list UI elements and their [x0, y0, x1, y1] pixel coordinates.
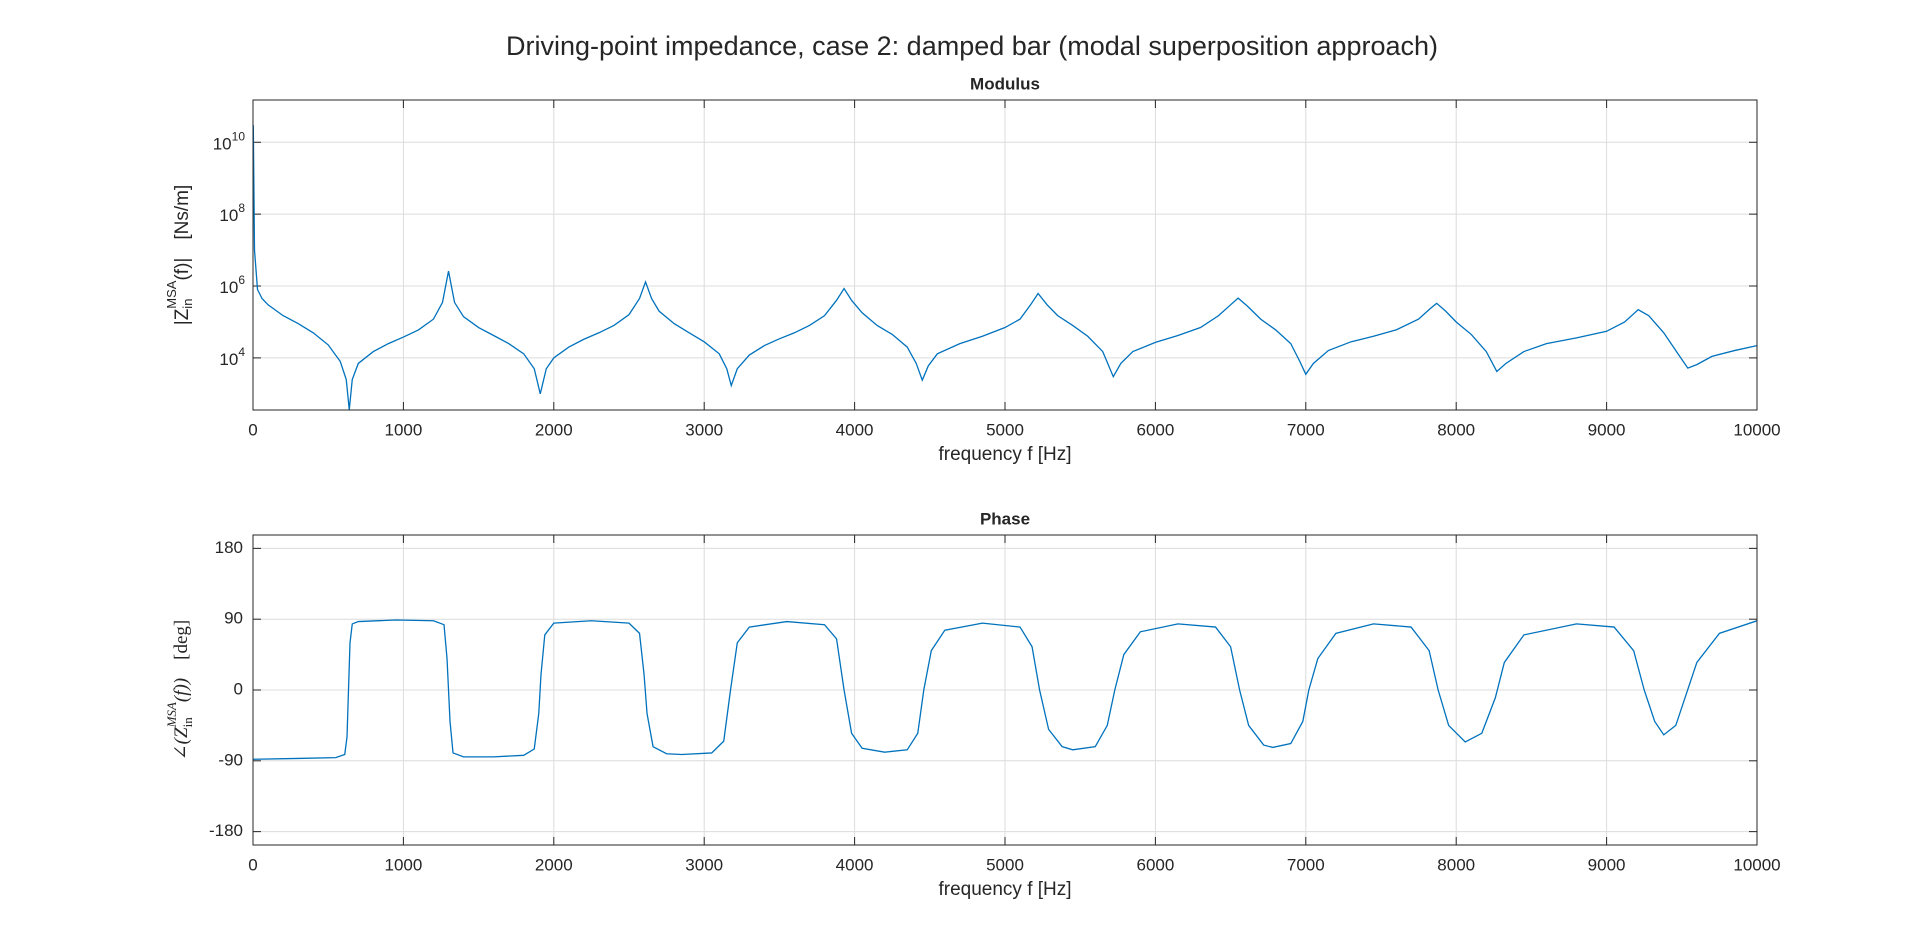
x-tick-label: 2000 [535, 420, 573, 439]
y-label-superscript: MSA [164, 702, 179, 728]
y-tick-label: 104 [219, 345, 245, 369]
y-label-subscript: in [180, 717, 195, 728]
y-tick-label: -180 [209, 821, 243, 840]
y-label-rest: (f)) [171, 678, 192, 702]
y-label-unit: [Ns/m] [172, 185, 193, 240]
tick-base: 10 [219, 279, 238, 298]
y-tick-label: -90 [218, 750, 243, 769]
x-tick-label: 7000 [1287, 855, 1325, 874]
x-tick-label: 10000 [1733, 420, 1780, 439]
y-axis-label: ∠(ZinMSA(f)) [deg] [164, 620, 195, 760]
x-axis-label: frequency f [Hz] [938, 444, 1071, 465]
x-tick-label: 7000 [1287, 420, 1325, 439]
y-tick-label: 90 [224, 609, 243, 628]
x-tick-label: 5000 [986, 420, 1024, 439]
tick-exponent: 10 [232, 129, 246, 143]
x-tick-label: 8000 [1437, 420, 1475, 439]
figure-title: Driving-point impedance, case 2: damped … [506, 31, 1438, 61]
x-tick-label: 6000 [1136, 855, 1174, 874]
x-tick-label: 0 [248, 420, 257, 439]
x-tick-label: 4000 [836, 855, 874, 874]
y-label-main: |Z [172, 308, 193, 325]
y-label-unit: [deg] [171, 620, 192, 660]
x-tick-label: 9000 [1588, 855, 1626, 874]
y-label-subscript: in [180, 299, 195, 309]
x-tick-label: 1000 [384, 420, 422, 439]
y-label-rest: (f)| [172, 258, 193, 281]
x-tick-label: 3000 [685, 855, 723, 874]
tick-base: 10 [219, 350, 238, 369]
tick-exponent: 8 [238, 201, 245, 215]
tick-exponent: 6 [238, 273, 245, 287]
tick-base: 10 [213, 135, 232, 154]
x-tick-label: 5000 [986, 855, 1024, 874]
axes-title: Modulus [970, 74, 1040, 93]
x-tick-label: 6000 [1136, 420, 1174, 439]
axes-frame [252, 534, 1758, 846]
x-tick-label: 10000 [1733, 855, 1780, 874]
axes-frame [252, 99, 1758, 411]
axes-title: Phase [980, 509, 1030, 528]
y-tick-label: 1010 [213, 129, 246, 153]
x-tick-label: 3000 [685, 420, 723, 439]
tick-base: 10 [219, 207, 238, 226]
x-axis-label: frequency f [Hz] [938, 879, 1071, 900]
y-tick-label: 0 [234, 679, 243, 698]
x-tick-label: 2000 [535, 855, 573, 874]
tick-exponent: 4 [238, 345, 245, 359]
y-tick-label: 108 [219, 201, 245, 225]
x-tick-label: 0 [248, 855, 257, 874]
y-label-main: ∠(Z [171, 727, 192, 760]
y-axis-label: |ZinMSA(f)| [Ns/m] [164, 185, 195, 325]
x-tick-label: 1000 [384, 855, 422, 874]
y-tick-label: 106 [219, 273, 245, 297]
data-line [253, 125, 1757, 410]
y-label-superscript: MSA [164, 280, 179, 309]
x-tick-label: 8000 [1437, 855, 1475, 874]
y-tick-label: 180 [215, 538, 243, 557]
data-line [253, 619, 1757, 760]
x-tick-label: 4000 [836, 420, 874, 439]
x-tick-label: 9000 [1588, 420, 1626, 439]
